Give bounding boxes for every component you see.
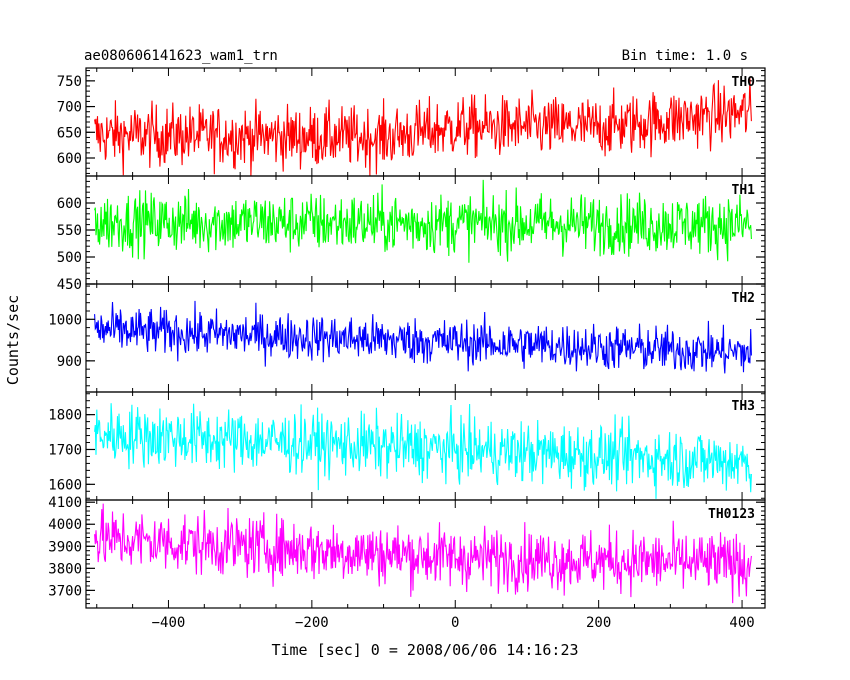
- y-tick-label: 450: [57, 277, 82, 293]
- panel-th0: 600 650 700 750 TH0: [57, 67, 766, 177]
- y-tick-label: 3700: [48, 583, 82, 599]
- x-axis: −400 −200 0 200 400: [152, 615, 755, 631]
- y-tick-label: 700: [57, 100, 82, 116]
- y-tick-label: 500: [57, 250, 82, 266]
- y-tick-label: 1700: [48, 442, 82, 458]
- y-tick-label: 900: [57, 354, 82, 370]
- x-tick-label: −200: [295, 615, 329, 631]
- series-label-th3: TH3: [732, 399, 755, 414]
- x-tick-label: 0: [451, 615, 459, 631]
- chart-title: ae080606141623_wam1_trn: [84, 48, 278, 64]
- series-line-th0123: [94, 503, 752, 604]
- series-label-th1: TH1: [732, 183, 756, 198]
- series-line-th3: [94, 403, 752, 499]
- series-label-th2: TH2: [732, 291, 755, 306]
- y-tick-label: 750: [57, 74, 82, 90]
- panel-frame: [85, 67, 766, 177]
- y-tick-label: 4000: [48, 517, 82, 533]
- y-tick-label: 1600: [48, 477, 82, 493]
- panel-th0123: 3700 3800 3900 4000 4100 TH0123: [48, 495, 766, 609]
- y-tick-label: 3900: [48, 539, 82, 555]
- x-tick-label: −400: [152, 615, 186, 631]
- y-tick-label: 550: [57, 223, 82, 239]
- y-tick-label: 600: [57, 151, 82, 167]
- series-label-th0: TH0: [732, 75, 756, 90]
- y-tick-label: 600: [57, 196, 82, 212]
- y-tick-label: 1800: [48, 408, 82, 424]
- x-tick-label: 200: [586, 615, 611, 631]
- series-line-th0: [94, 78, 752, 176]
- bin-time-label: Bin time: 1.0 s: [622, 48, 748, 64]
- panel-th1: 450 500 550 600 TH1: [57, 175, 766, 293]
- y-tick-label: 3800: [48, 561, 82, 577]
- y-tick-label: 650: [57, 125, 82, 141]
- panels-group: 600 650 700 750 TH0 450 500 550 600 TH1 900 1000 TH2…: [48, 67, 766, 609]
- series-line-th2: [94, 300, 752, 374]
- panel-th3: 1600 1700 1800 TH3: [48, 391, 766, 501]
- y-tick-label: 4100: [48, 495, 82, 511]
- series-line-th1: [94, 179, 752, 263]
- series-label-th0123: TH0123: [708, 507, 755, 522]
- x-axis-title: Time [sec] 0 = 2008/06/06 14:16:23: [271, 641, 578, 659]
- y-tick-label: 1000: [48, 312, 82, 328]
- y-axis-title: Counts/sec: [4, 295, 22, 385]
- panel-frame: [85, 499, 766, 609]
- x-tick-label: 400: [729, 615, 754, 631]
- panel-th2: 900 1000 TH2: [48, 283, 766, 393]
